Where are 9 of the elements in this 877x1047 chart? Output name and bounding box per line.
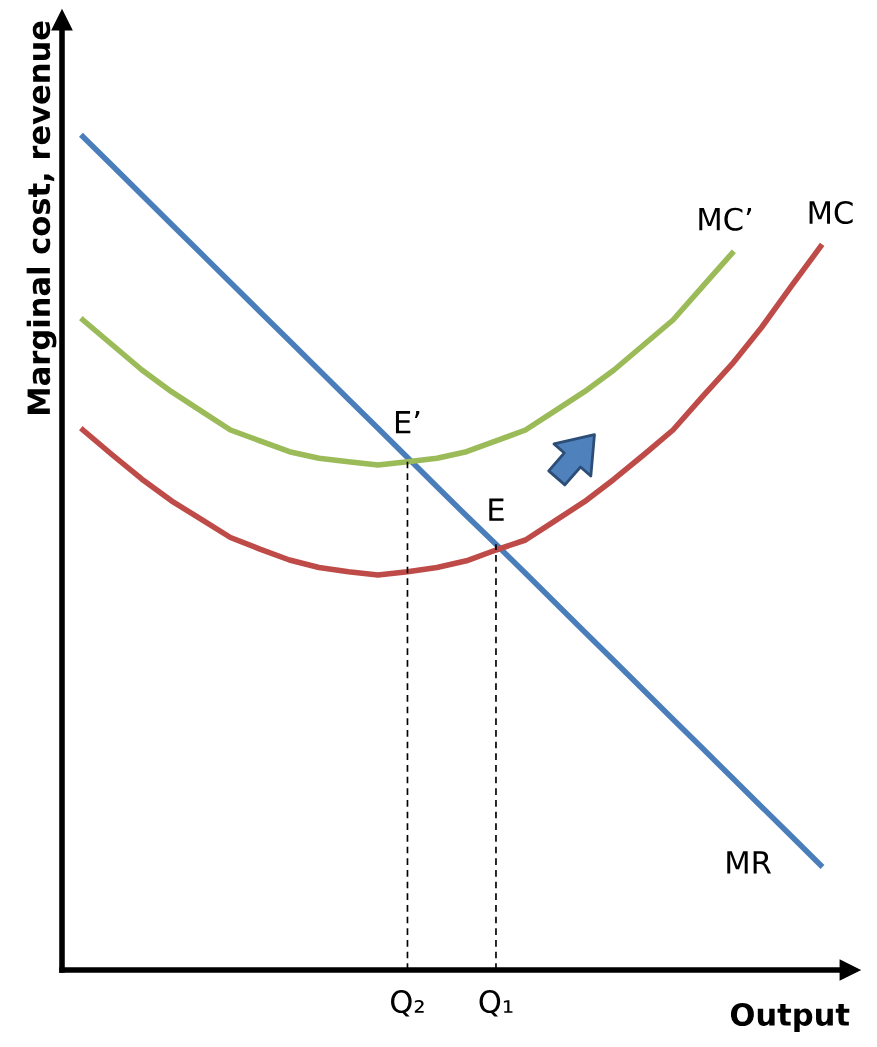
series-label: MC’: [699, 207, 752, 231]
x-tick-label: Q₁: [479, 989, 513, 1017]
x-tick-label: Q₂: [391, 989, 424, 1017]
annotation: E’: [395, 411, 420, 434]
y-axis-title: Marginal cost, revenue: [26, 21, 57, 414]
annotation: E: [489, 498, 504, 521]
series-label: MR: [727, 851, 772, 874]
x-axis-title: Output: [730, 1002, 850, 1032]
series-label: MC: [809, 200, 853, 225]
